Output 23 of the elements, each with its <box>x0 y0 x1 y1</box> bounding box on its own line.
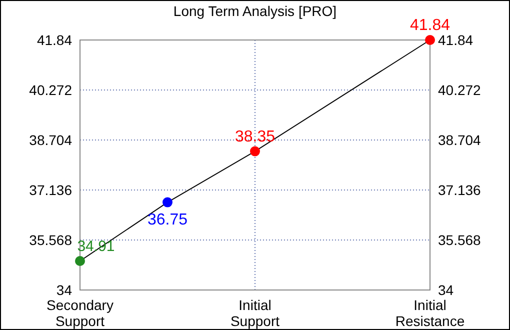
y2-tick-label: 37.136 <box>438 182 482 198</box>
point <box>425 35 435 45</box>
y-tick-label: 38.704 <box>29 132 72 148</box>
y2-tick-label: 38.704 <box>438 132 482 148</box>
point <box>250 146 260 156</box>
y-tick-label: 40.272 <box>29 82 72 98</box>
data-label: 38.35 <box>234 128 276 146</box>
x-tick-label: Initial Support <box>230 297 280 329</box>
x-tick-label: Initial Resistance <box>395 297 465 329</box>
data-label: 41.84 <box>410 17 450 34</box>
chart-title: Long Term Analysis [PRO] <box>173 3 337 19</box>
x-tick-label: Secondary Support <box>46 297 114 329</box>
y2-tick-label: 41.84 <box>438 32 474 48</box>
data-label: 36.75 <box>147 211 188 228</box>
y-tick-label: 34 <box>56 282 72 298</box>
point <box>162 197 172 208</box>
y2-tick-label: 34 <box>438 282 454 298</box>
y-tick-label: 41.84 <box>36 32 72 48</box>
y-tick-label: 35.568 <box>29 232 72 248</box>
point <box>75 256 85 266</box>
y-tick-label: 37.136 <box>29 182 72 198</box>
y2-tick-label: 35.568 <box>438 232 482 248</box>
y2-tick-label: 40.272 <box>438 82 482 98</box>
